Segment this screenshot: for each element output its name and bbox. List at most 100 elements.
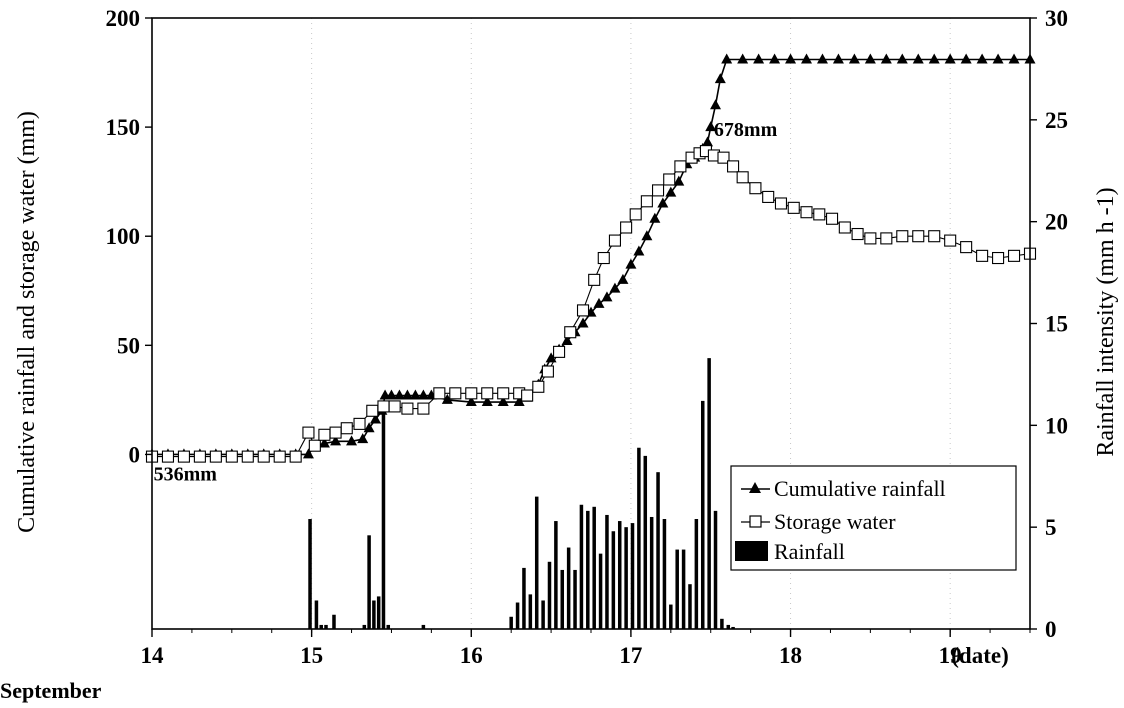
- storage-water-point: [377, 400, 390, 413]
- rainfall-bar: [541, 600, 545, 629]
- storage-water-point: [289, 450, 302, 463]
- rainfall-bar: [381, 409, 386, 629]
- storage-water-point: [209, 450, 222, 463]
- y-right-tick-label: 0: [1045, 617, 1057, 642]
- month-label: September: [0, 678, 102, 703]
- x-tick-label: 18: [779, 643, 802, 668]
- rainfall-bar: [669, 604, 673, 629]
- storage-water-point: [826, 212, 839, 225]
- cumulative-rainfall-point: [737, 53, 749, 64]
- legend-box: [730, 465, 1017, 571]
- cumulative-rainfall-point: [816, 53, 828, 64]
- rainfall-bar: [720, 618, 724, 629]
- cumulative-rainfall-point: [1008, 53, 1020, 64]
- cumulative-rainfall-point: [357, 433, 369, 444]
- rainfall-bar: [319, 624, 323, 629]
- cumulative-rainfall-point: [385, 389, 397, 400]
- storage-water-point: [401, 402, 414, 415]
- rainfall-bar: [308, 519, 312, 629]
- storage-water-point: [976, 249, 989, 262]
- y-right-tick-label: 20: [1045, 210, 1068, 235]
- left-axis-title: Cumulative rainfall and storage water (m…: [14, 111, 40, 533]
- y-left-tick-label: 50: [117, 333, 140, 358]
- storage-water-point: [318, 428, 331, 441]
- cumulative-rainfall-point: [976, 53, 988, 64]
- storage-water-point: [532, 380, 545, 393]
- storage-water-point: [813, 208, 826, 221]
- cumulative-rainfall-point: [401, 389, 413, 400]
- storage-water-point: [308, 439, 321, 452]
- cumulative-rainfall-point: [617, 273, 629, 284]
- rainfall-bar: [509, 616, 513, 629]
- rainfall-bar: [649, 516, 654, 629]
- rainfall-bar: [586, 510, 590, 629]
- cumulative-rainfall-point: [513, 396, 525, 407]
- cumulative-rainfall-point: [609, 282, 621, 293]
- cumulative-rainfall-point: [318, 437, 330, 448]
- legend: Cumulative rainfall Storage water Rainfa…: [730, 465, 1017, 571]
- y-right-tick-label: 15: [1045, 312, 1068, 337]
- storage-water-point: [838, 221, 851, 234]
- storage-water-point: [465, 387, 478, 400]
- x-tick-label: 15: [300, 643, 323, 668]
- cumulative-rainfall-point: [705, 121, 717, 132]
- rainfall-bars: [308, 358, 735, 629]
- legend-square-icon: [749, 515, 762, 528]
- cumulative-rainfall-point: [944, 53, 956, 64]
- cumulative-rainfall-point: [714, 73, 726, 84]
- rainfall-bar: [643, 455, 648, 629]
- annotation-label: 678mm: [714, 119, 778, 141]
- annotations: 536mm 678mm: [154, 119, 778, 486]
- cumulative-rainfall-point: [960, 53, 972, 64]
- storage-water-point: [727, 160, 740, 173]
- y-right-tick-label: 30: [1045, 6, 1068, 31]
- rainfall-bar: [656, 472, 660, 629]
- rainfall-bar: [386, 624, 391, 629]
- storage-water-point: [928, 230, 941, 243]
- storage-water-point: [193, 450, 206, 463]
- cumulative-rainfall-point: [769, 53, 781, 64]
- storage-water-point: [588, 273, 601, 286]
- storage-water-point: [787, 201, 800, 214]
- storage-water-point: [912, 230, 925, 243]
- rainfall-bar: [592, 506, 596, 629]
- storage-water-point: [449, 387, 462, 400]
- storage-water-point: [433, 387, 446, 400]
- rainfall-bar: [726, 624, 731, 629]
- rainfall-bar: [522, 567, 526, 629]
- cumulative-rainfall-point: [721, 53, 733, 64]
- rainfall-bar: [605, 514, 609, 629]
- cumulative-rainfall-point: [785, 53, 797, 64]
- x-tick-label: 16: [460, 643, 483, 668]
- rainfall-bar: [617, 521, 622, 629]
- rainfall-bar: [372, 600, 376, 629]
- cumulative-rainfall-point: [657, 197, 669, 208]
- cumulative-rainfall-point: [497, 396, 509, 407]
- cumulative-rainfall-point: [992, 53, 1004, 64]
- storage-water-point: [960, 241, 973, 254]
- storage-water-point: [521, 389, 534, 402]
- rainfall-bar: [547, 561, 552, 629]
- rainfall-bar: [662, 519, 667, 629]
- cumulative-rainfall-point: [545, 352, 557, 363]
- storage-water-point: [177, 450, 190, 463]
- rainfall-bar: [362, 624, 367, 629]
- y-right-tick-label: 5: [1045, 515, 1057, 540]
- rainfall-bar: [579, 504, 584, 629]
- series-lines: [152, 58, 1031, 458]
- rainfall-bar: [630, 523, 635, 629]
- legend-label-rainfall: Rainfall: [774, 539, 845, 564]
- storage-water-point: [366, 404, 379, 417]
- y-left-tick-label: 150: [106, 115, 141, 140]
- storage-water-point: [640, 195, 653, 208]
- storage-water-point: [353, 417, 366, 430]
- cumulative-rainfall-point: [625, 258, 637, 269]
- cumulative-rainfall-point: [330, 435, 342, 446]
- right-axis-title: Rainfall intensity (mm h -1): [1093, 187, 1119, 456]
- storage-water-line: [152, 150, 1031, 458]
- legend-label-storage: Storage water: [774, 509, 896, 534]
- rainfall-bar: [324, 624, 328, 629]
- cumulative-rainfall-point: [880, 53, 892, 64]
